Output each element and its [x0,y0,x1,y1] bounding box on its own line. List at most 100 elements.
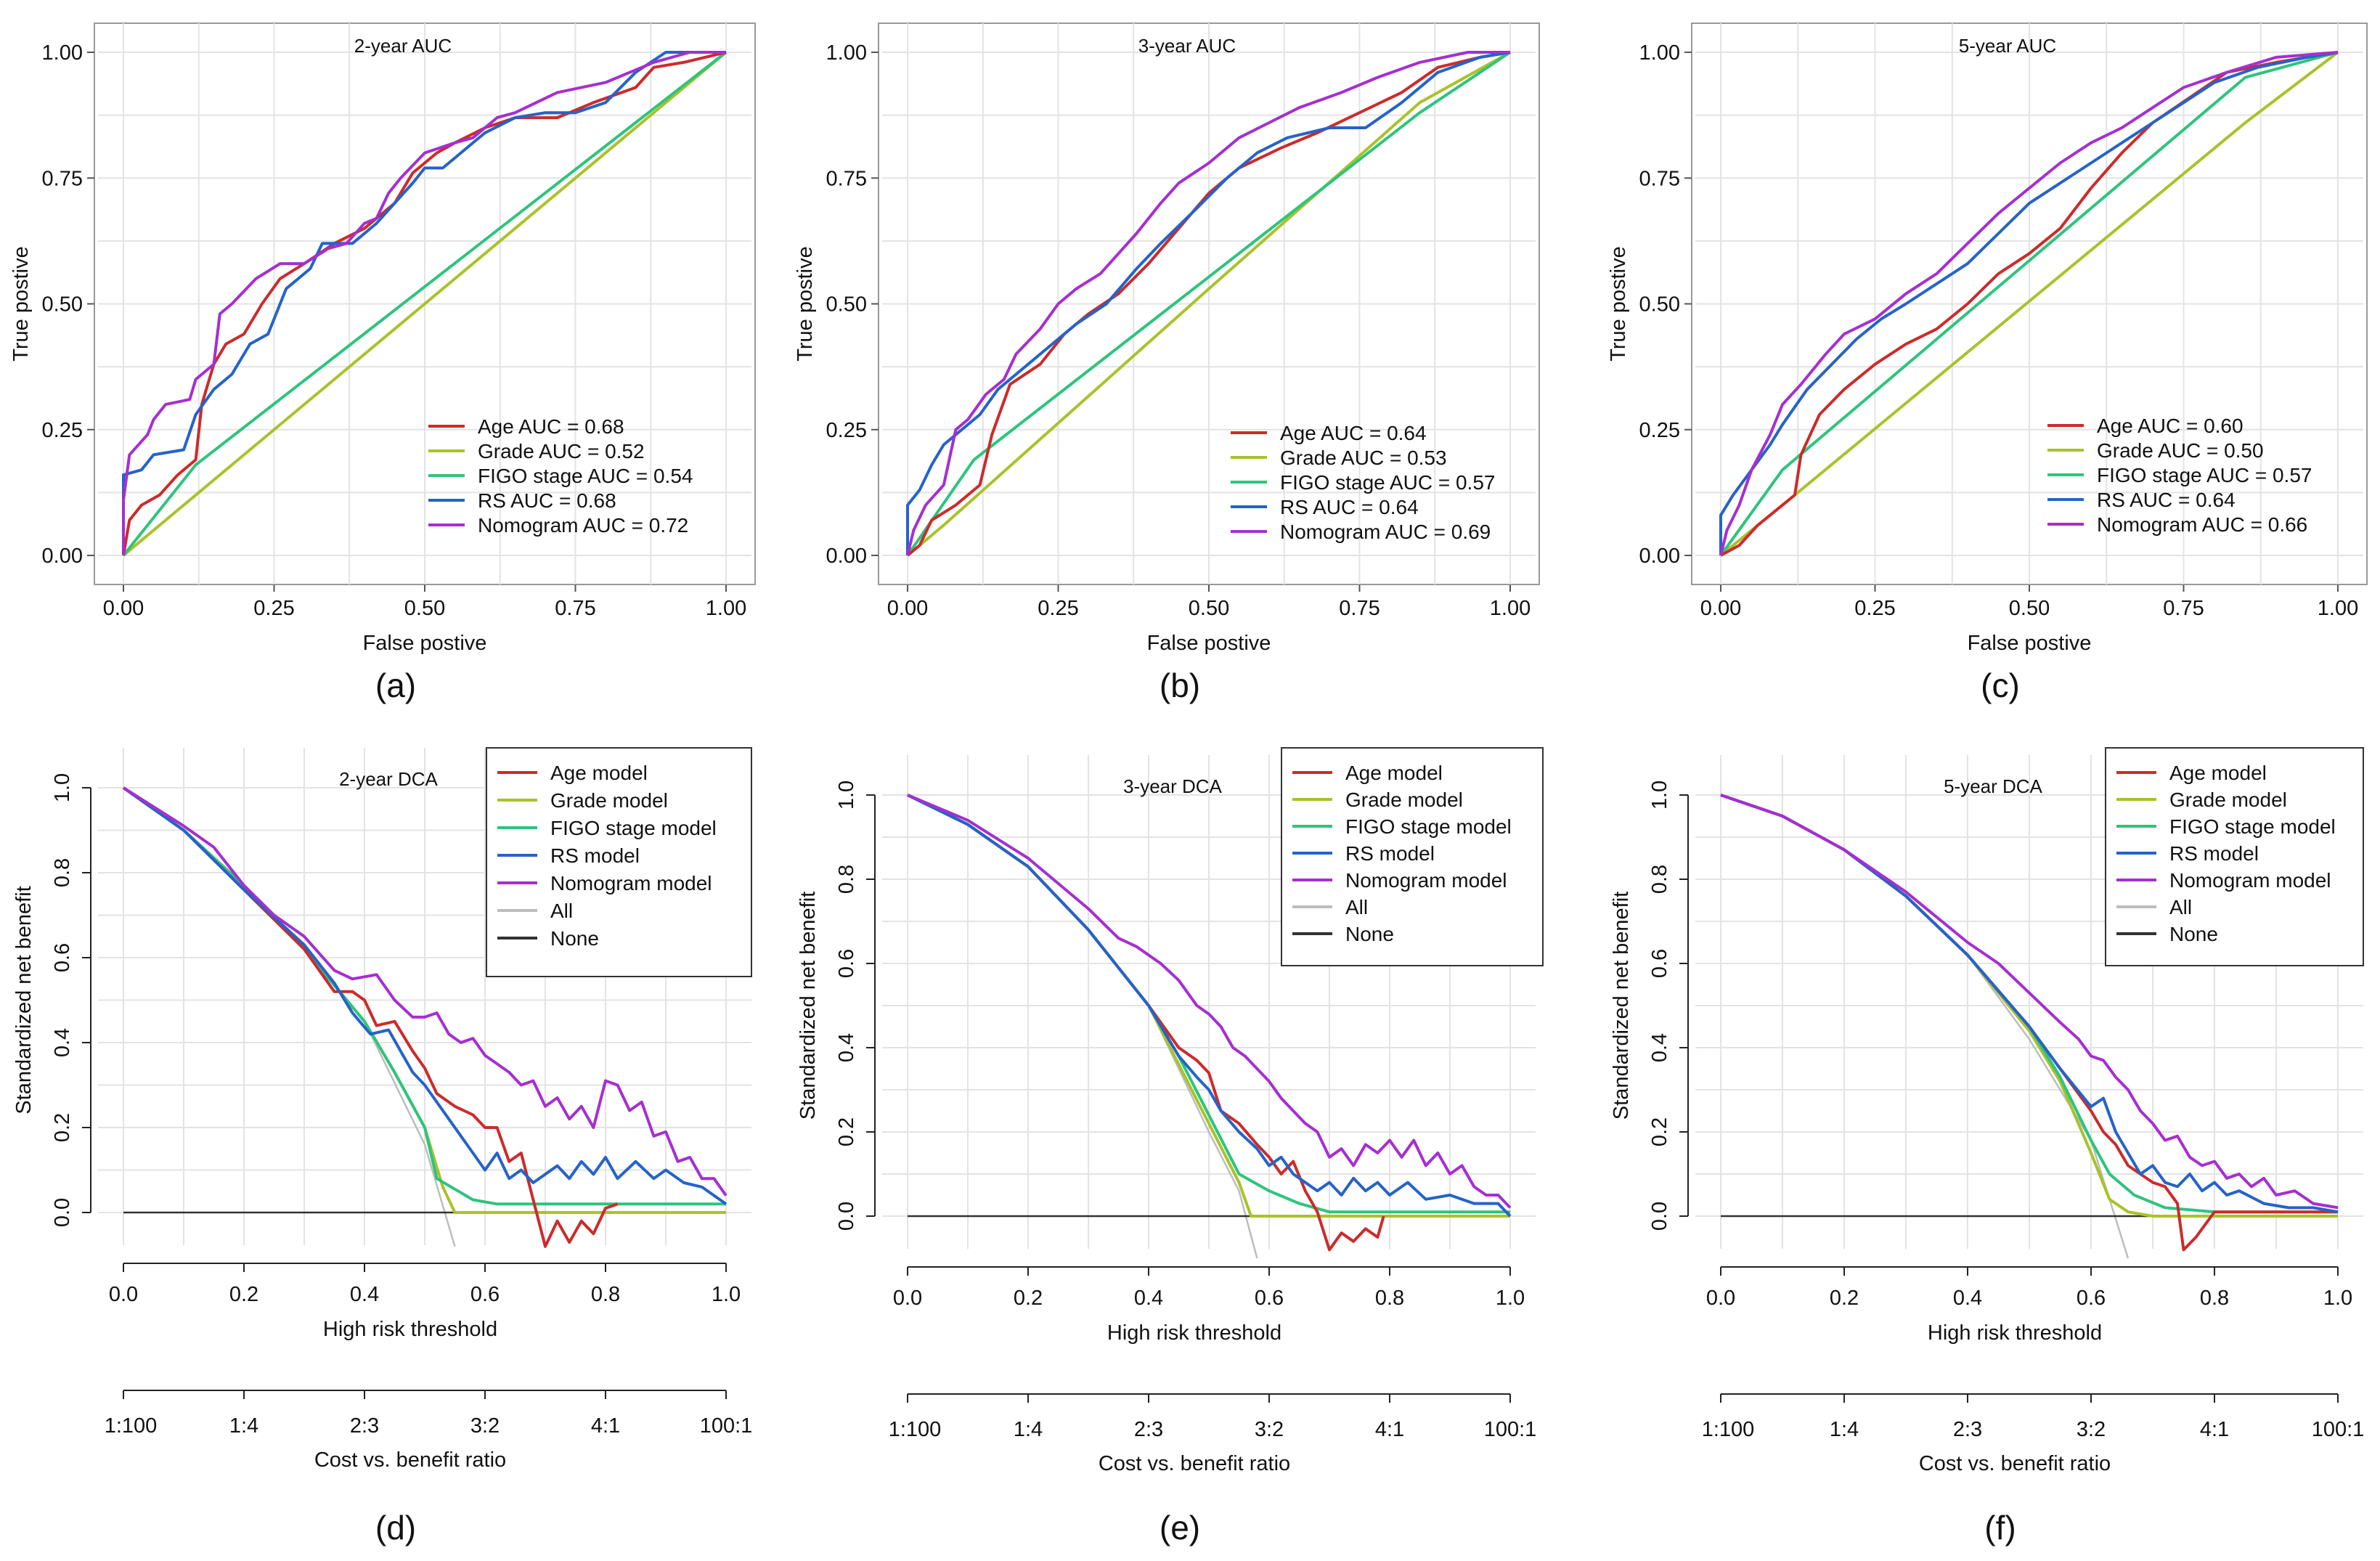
grid-lines [1695,23,2363,584]
series-line-age [122,786,619,1248]
axes: 0.00 0.25 0.50 0.75 1.00 0.00 0.25 0.50 0.75 1.00… [794,41,1531,655]
roc-chart-3-year: 0.00 0.25 0.50 0.75 1.00 0.00 0.25 0.50 0.75 1.00… [794,23,1540,704]
chart-title: 3-year DCA [1123,775,1222,797]
legend-label: FIGO stage model [1345,815,1512,838]
y-tick-label: 0.50 [826,293,867,317]
cost-benefit-tick-label: 3:2 [1255,1418,1284,1441]
cost-benefit-tick-label: 1:4 [1830,1418,1859,1441]
cost-benefit-axis-title: Cost vs. benefit ratio [314,1448,506,1472]
chart-title: 2-year AUC [354,35,452,57]
series-line-rs [907,794,1512,1218]
legend-label: RS model [550,844,640,867]
series-group [122,786,728,1248]
x-tick-label: 0.8 [591,1283,620,1306]
legend-label: Nomogram AUC = 0.66 [2097,513,2307,536]
y-tick-label: 0.25 [42,419,83,442]
legend-label: Nomogram AUC = 0.72 [478,514,688,537]
legend-label: Nomogram model [2169,869,2331,892]
legend-label: FIGO stage AUC = 0.57 [2097,464,2312,486]
y-tick-label: 1.00 [826,41,867,65]
x-tick-label: 0.0 [1706,1287,1735,1310]
y-axis-title: Standardized net benefit [12,886,36,1114]
series-line-nomogram [1719,51,2339,556]
series-group [122,51,728,557]
y-tick-label: 1.00 [42,41,83,65]
x-tick-label: 0.4 [350,1283,379,1306]
x-axis-title: High risk threshold [323,1318,497,1341]
legend-box [1281,747,1544,966]
series-line-all [123,786,456,1247]
series-line-rs [1720,794,2339,1214]
cost-benefit-tick-label: 4:1 [591,1414,620,1438]
y-tick-label: 0.4 [835,1033,858,1062]
legend-label: RS model [2169,842,2259,865]
panel-label: (e) [1160,1509,1200,1546]
y-tick-label: 1.0 [51,773,74,802]
y-tick-label: 1.00 [1639,41,1680,65]
cost-benefit-tick-label: 1:4 [229,1414,258,1438]
dca-panel-f: 0.0 0.2 0.4 0.6 0.8 1.0 High risk threshold 0.0… [1597,733,2374,1557]
x-tick-label: 1.0 [1496,1287,1525,1310]
series-line-nomogram [1720,794,2339,1210]
chart-group: 0.0 0.2 0.4 0.6 0.8 1.0 High risk threshold 0.0… [12,747,752,1472]
chart-title: 5-year DCA [1944,775,2042,797]
cost-benefit-tick-label: 4:1 [1375,1418,1404,1441]
series-group [1719,51,2339,557]
chart-title: 2-year DCA [339,768,438,790]
x-axis-title: False postive [1968,632,2092,655]
x-axis-title: High risk threshold [1928,1321,2102,1345]
cost-benefit-tick-label: 1:4 [1014,1418,1043,1441]
chart-group: 0.00 0.25 0.50 0.75 1.00 0.00 0.25 0.50 0.75 1.00… [1607,23,2368,655]
x-tick-label: 0.8 [1375,1287,1404,1310]
cost-benefit-tick-label: 100:1 [1484,1418,1537,1441]
y-tick-label: 0.00 [42,545,83,568]
series-line-rs [906,51,1511,555]
panel-label: (a) [375,667,416,704]
cost-benefit-axis-title: Cost vs. benefit ratio [1919,1452,2111,1475]
x-tick-label: 0.2 [229,1283,258,1306]
legend-label: Age model [2169,762,2267,784]
x-tick-label: 0.75 [555,597,595,620]
x-tick-label: 1.00 [2318,597,2358,620]
panel-label: (b) [1160,667,1200,704]
axes: 0.0 0.2 0.4 0.6 0.8 1.0 High risk threshold 0.0… [1610,780,2352,1345]
y-axis-title: True postive [9,246,33,362]
chart-title: 3-year AUC [1138,35,1236,57]
x-tick-label: 0.6 [470,1283,500,1306]
dca-chart-2-year: 0.0 0.2 0.4 0.6 0.8 1.0 High risk threshold 0.0… [12,747,752,1546]
series-group [1720,794,2339,1259]
x-tick-label: 0.6 [2077,1287,2106,1310]
y-tick-label: 0.8 [835,865,858,894]
y-axis-title: True postive [794,246,817,362]
y-tick-label: 0.8 [1648,865,1671,894]
x-tick-label: 0.4 [1953,1287,1982,1310]
x-axis-title: False postive [1147,632,1271,655]
legend-label: RS model [1345,842,1435,865]
legend-label: Grade model [550,789,668,812]
series-line-figo [122,51,728,557]
axes: 0.0 0.2 0.4 0.6 0.8 1.0 High risk threshold 0.0… [796,780,1525,1345]
x-tick-label: 0.2 [1830,1287,1859,1310]
cost-benefit-tick-label: 2:3 [1134,1418,1163,1441]
y-tick-label: 0.25 [1639,419,1680,442]
legend-label: RS AUC = 0.64 [1280,496,1419,518]
x-tick-label: 0.00 [1700,597,1741,620]
legend-label: RS AUC = 0.68 [478,489,616,512]
cost-benefit-axis: 1:100 1:4 2:3 3:2 4:1 100:1 Cost vs. benefit r… [1702,1393,2364,1475]
legend-label: Nomogram model [1345,869,1507,892]
x-tick-label: 0.00 [887,597,928,620]
legend-label: FIGO stage model [2169,815,2336,838]
legend-label: Grade AUC = 0.50 [2097,439,2264,462]
y-tick-label: 0.2 [51,1113,74,1142]
panel-label: (c) [1981,667,2020,704]
legend-label: All [1345,896,1368,918]
x-tick-label: 0.50 [404,597,445,620]
series-line-rs [1719,51,2339,555]
y-tick-label: 0.00 [1639,545,1680,568]
legend-label: Nomogram AUC = 0.69 [1280,521,1491,543]
x-tick-label: 0.75 [1339,597,1379,620]
axes: 0.0 0.2 0.4 0.6 0.8 1.0 High risk threshold 0.0… [12,773,741,1341]
y-tick-label: 0.75 [1639,167,1680,190]
legend-label: None [1345,923,1394,945]
